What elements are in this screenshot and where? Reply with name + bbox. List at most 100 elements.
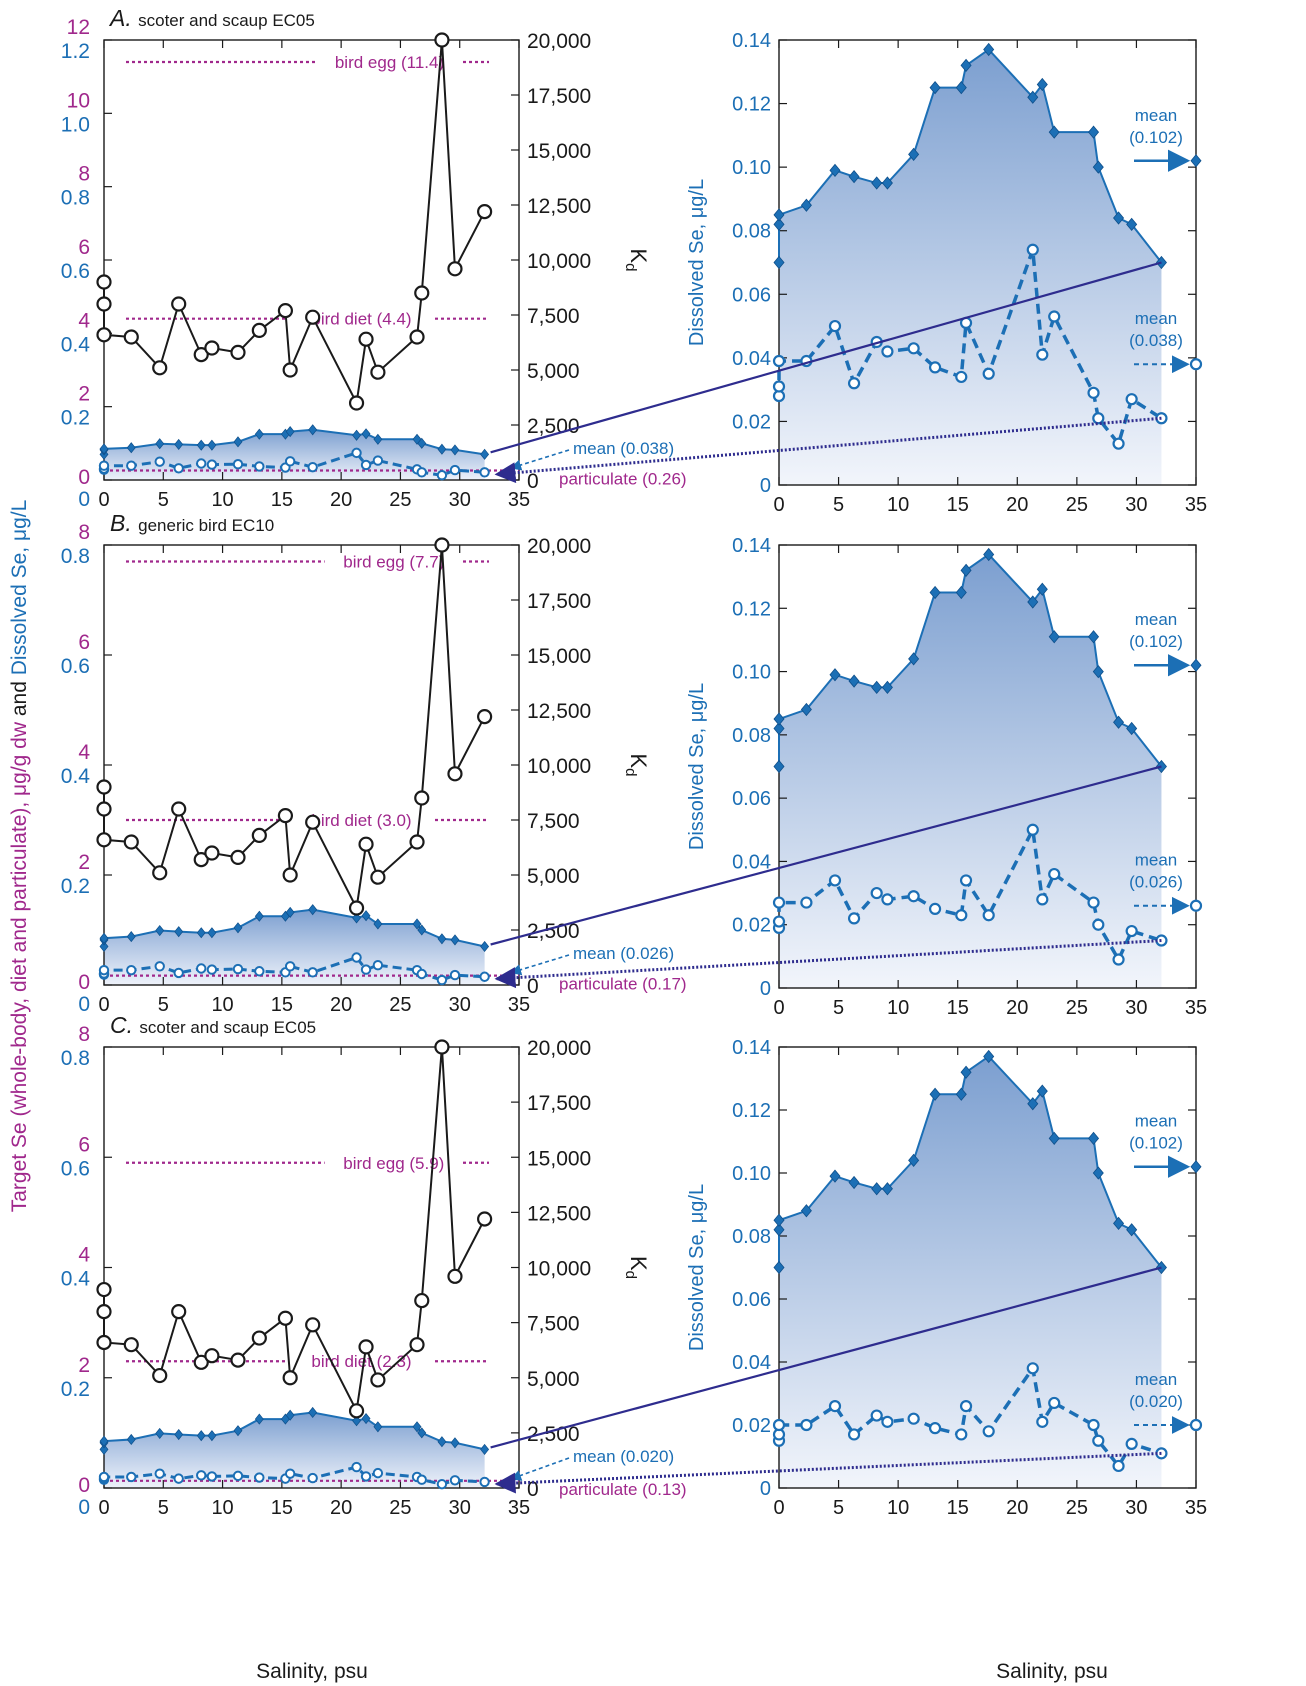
kd-point: [447, 261, 463, 277]
kd-point: [123, 834, 139, 850]
left-scaled-dissolved-point: [206, 964, 218, 975]
total-dissolved-point: [1027, 1097, 1039, 1111]
kd-y-tick-label: 2,500: [527, 1423, 580, 1446]
left-scaled-dissolved-point: [479, 467, 490, 478]
left-scaled-dissolved-point: [351, 952, 362, 963]
dissolved-y-tick-label: 0.4: [61, 333, 91, 356]
scaled-dissolved-point: [1087, 896, 1100, 909]
threshold-label: bird diet (2.3): [311, 1352, 411, 1371]
left-scaled-dissolved-point: [449, 464, 461, 476]
total-dissolved-point: [1036, 1084, 1048, 1098]
panel-letter: B.: [110, 510, 138, 536]
y-tick-label: 0.06: [732, 284, 771, 306]
x-tick-label: 5: [833, 1497, 844, 1519]
kd-point: [230, 344, 246, 360]
scaled-dissolved-point: [828, 1399, 842, 1413]
x-tick-label: 30: [1125, 997, 1147, 1019]
left-mean-label: mean (0.020): [573, 1447, 674, 1466]
kd-y-tick-label: 5,000: [527, 865, 580, 888]
kd-axis-title-subscript: d: [622, 1271, 639, 1279]
target-y-tick-label: 2: [78, 383, 90, 406]
target-y-tick-label: 4: [78, 741, 90, 764]
kd-point: [409, 834, 425, 850]
left-total-dissolved-point: [352, 912, 362, 924]
left-total-dissolved-point: [450, 1437, 460, 1449]
y-tick-label: 0: [760, 1478, 771, 1500]
left-scaled-dissolved-point: [436, 974, 448, 986]
kd-point: [358, 1339, 374, 1355]
kd-point: [230, 849, 246, 866]
x-tick-label: 10: [887, 494, 909, 516]
left-axis-title-target: Target Se (whole-body, diet and particul…: [8, 721, 31, 1212]
x-tick-label: 25: [1066, 1497, 1088, 1519]
plot-frame: [103, 39, 520, 481]
total-dissolved-point: [773, 712, 785, 726]
kd-line: [103, 1046, 486, 1415]
x-tick-label: 35: [1185, 1497, 1207, 1519]
kd-point: [370, 1372, 386, 1388]
scaled-dissolved-point: [928, 902, 942, 915]
left-total-dissolved-point: [254, 428, 264, 440]
kd-point: [204, 845, 220, 861]
scaled-dissolved-point: [907, 342, 920, 355]
y-tick-label: 0.04: [732, 1352, 771, 1374]
kd-y-tick-label: 20,000: [527, 1037, 591, 1060]
left-total-dissolved-point: [126, 1433, 136, 1446]
scaled-dissolved-point: [1092, 918, 1105, 931]
left-total-dissolved-point: [233, 1425, 243, 1437]
x-tick-label: 35: [508, 1497, 530, 1519]
dissolved-y-tick-label: 0.8: [61, 1047, 90, 1070]
x-tick-label: 25: [389, 489, 411, 511]
dissolved-area-fill: [779, 1056, 1162, 1488]
left-total-dissolved-point: [352, 1415, 362, 1427]
dissolved-y-tick-label: 1.0: [61, 113, 90, 136]
kd-y-tick-label: 20,000: [527, 30, 591, 53]
y-tick-label: 0.08: [732, 1226, 771, 1248]
kd-point: [171, 296, 187, 312]
left-scaled-dissolved-point: [351, 447, 362, 459]
total-dissolved-point: [1092, 1166, 1104, 1180]
mean-label-line1: mean: [1135, 309, 1178, 328]
panel-title: B. generic bird EC10: [110, 510, 274, 536]
left-mean-arrow: [509, 1457, 570, 1481]
x-tick-label: 20: [1006, 494, 1028, 516]
kd-axis-title-main: K: [626, 753, 651, 768]
left-total-dissolved-point: [233, 436, 243, 448]
left-total-dissolved-point: [361, 910, 371, 922]
x-tick-label: 25: [1066, 494, 1088, 516]
left-scaled-dissolved-point: [360, 459, 372, 471]
scaled-dissolved-point: [1036, 893, 1049, 906]
total-dissolved-point: [983, 42, 995, 57]
total-dissolved-point: [908, 147, 920, 162]
connector-lines: [490, 261, 1162, 1494]
threshold-label: bird egg (5.9): [343, 1154, 444, 1173]
y-tick-label: 0.12: [732, 94, 771, 116]
dissolved-y-tick-label: 0.8: [61, 187, 90, 210]
left-scaled-dissolved-point: [98, 964, 110, 976]
mean-label-line1: mean: [1135, 1112, 1178, 1131]
y-tick-label: 0.12: [732, 598, 771, 620]
dissolved-y-tick-label: 0.4: [61, 1268, 91, 1291]
kd-point: [305, 309, 321, 325]
y-tick-label: 0.10: [732, 1163, 771, 1185]
left-scaled-dissolved-point: [479, 971, 490, 982]
x-tick-label: 20: [330, 1497, 352, 1519]
scaled-dissolved-point: [772, 380, 786, 393]
threshold-label: particulate (0.13): [559, 1480, 687, 1499]
kd-point: [193, 851, 209, 868]
total-dissolved-point: [983, 1049, 995, 1064]
kd-axis-title-subscript: d: [622, 768, 639, 776]
left-total-dissolved-point: [99, 443, 109, 455]
left-scaled-dissolved-point: [154, 456, 165, 467]
kd-y-tick-label: 12,500: [527, 195, 591, 218]
kd-y-tick-label: 10,000: [527, 755, 591, 778]
left-total-dissolved-point: [308, 1406, 318, 1419]
kd-point: [477, 708, 493, 725]
kd-point: [348, 900, 365, 916]
y-tick-label: 0.10: [732, 662, 771, 684]
kd-point: [152, 360, 168, 376]
kd-y-tick-label: 2,500: [527, 415, 580, 438]
left-scaled-dissolved-point: [232, 963, 244, 975]
kd-y-tick-label: 12,500: [527, 1202, 591, 1225]
left-scaled-dissolved-point: [206, 1471, 218, 1482]
